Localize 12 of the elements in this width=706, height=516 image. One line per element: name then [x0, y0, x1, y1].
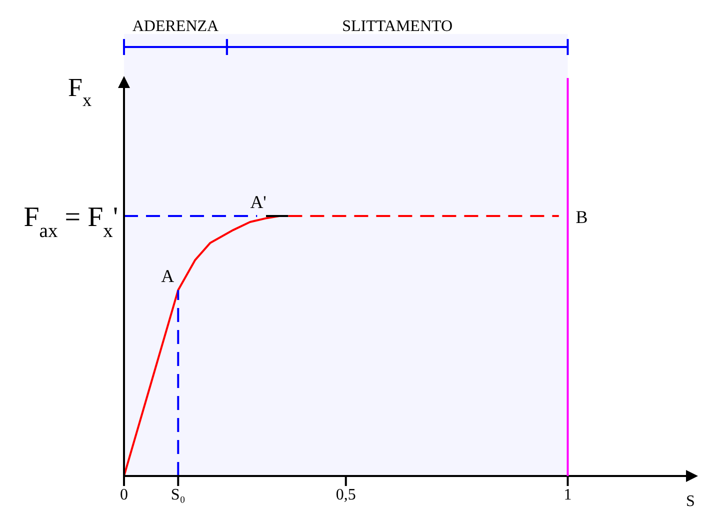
- x-tick-label: 0,5: [336, 486, 356, 504]
- annotation: A: [161, 266, 174, 286]
- ref-line-label: B: [576, 207, 588, 227]
- x-tick-label: S₀: [170, 486, 186, 504]
- band-label: SLITTAMENTO: [342, 18, 453, 35]
- x-tick-label: 0: [120, 486, 128, 504]
- x-axis-title: S: [686, 493, 695, 510]
- y-axis-title: F$_{x}$: [68, 73, 92, 110]
- band-label: ADERENZA: [132, 18, 220, 35]
- x-tick-label: 1: [564, 486, 572, 504]
- annotation: A': [250, 192, 266, 212]
- annotation: F$_{ax}$ = F$_{x}$': [24, 202, 118, 242]
